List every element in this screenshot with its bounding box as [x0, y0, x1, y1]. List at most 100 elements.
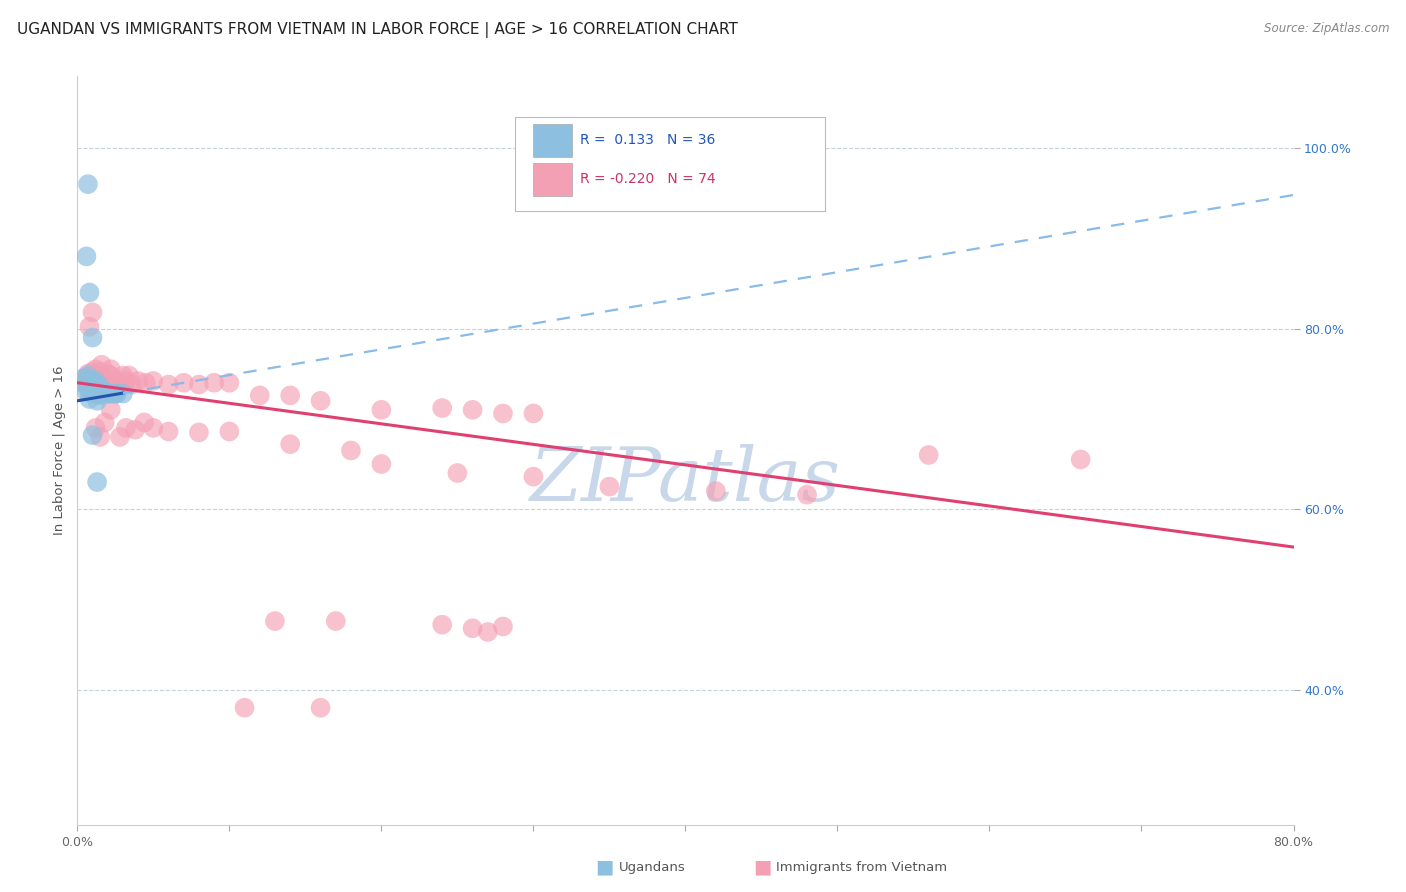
Text: Source: ZipAtlas.com: Source: ZipAtlas.com [1264, 22, 1389, 36]
Point [90, 358, 112, 372]
Point [91, 374, 114, 388]
Point [82, 384, 104, 399]
Point [100, 368, 122, 383]
Point [97, 386, 120, 401]
Point [796, 488, 818, 502]
Point [105, 386, 128, 401]
Text: R =  0.133   N = 36: R = 0.133 N = 36 [579, 133, 716, 147]
Y-axis label: In Labor Force | Age > 16: In Labor Force | Age > 16 [53, 366, 66, 535]
Text: ■: ■ [752, 857, 772, 877]
Point [97, 386, 120, 401]
Point [90, 386, 112, 401]
Point [80, 374, 103, 388]
Point [115, 421, 138, 435]
Point [75, 377, 97, 392]
Point [80, 384, 103, 399]
Point [77, 367, 100, 381]
Point [75, 249, 97, 263]
Point [104, 386, 127, 401]
Point [84, 421, 107, 435]
Point [87, 386, 110, 401]
Point [142, 421, 165, 435]
Point [100, 386, 122, 401]
Point [118, 368, 141, 383]
Point [461, 621, 484, 635]
Point [79, 319, 101, 334]
Point [72, 371, 94, 385]
Point [100, 402, 122, 417]
Point [142, 374, 165, 388]
Point [325, 614, 347, 628]
Text: UGANDAN VS IMMIGRANTS FROM VIETNAM IN LABOR FORCE | AGE > 16 CORRELATION CHART: UGANDAN VS IMMIGRANTS FROM VIETNAM IN LA… [17, 22, 738, 38]
Point [115, 374, 138, 388]
Point [430, 401, 453, 415]
Point [135, 376, 157, 390]
Point [249, 388, 271, 402]
Point [127, 374, 149, 388]
Point [309, 700, 332, 714]
Text: Immigrants from Vietnam: Immigrants from Vietnam [776, 861, 948, 873]
Point [93, 377, 115, 392]
Point [264, 614, 287, 628]
Text: R = -0.220   N = 74: R = -0.220 N = 74 [579, 172, 716, 186]
Point [202, 376, 225, 390]
Point [446, 466, 468, 480]
FancyBboxPatch shape [533, 162, 572, 195]
Point [108, 430, 131, 444]
Point [108, 377, 131, 392]
Point [86, 393, 108, 408]
Point [86, 475, 108, 489]
Point [82, 428, 104, 442]
Point [84, 362, 107, 376]
Point [233, 700, 256, 714]
Point [93, 416, 115, 430]
Point [84, 374, 107, 388]
Point [188, 425, 211, 440]
Point [157, 377, 180, 392]
Text: ■: ■ [595, 857, 614, 877]
Point [80, 376, 103, 390]
Point [82, 365, 104, 379]
Point [477, 624, 499, 639]
Point [340, 443, 363, 458]
Point [89, 430, 111, 444]
Point [111, 386, 134, 401]
Point [370, 402, 392, 417]
Text: ZIPatlas: ZIPatlas [530, 444, 841, 516]
Point [90, 368, 112, 383]
Point [77, 177, 100, 191]
Point [72, 376, 94, 390]
Point [91, 386, 114, 401]
Point [278, 388, 301, 402]
Point [86, 384, 108, 399]
Point [124, 423, 146, 437]
Point [1070, 452, 1092, 467]
Point [522, 407, 544, 421]
Point [90, 386, 112, 401]
Point [188, 377, 211, 392]
Point [79, 285, 101, 300]
Point [461, 402, 484, 417]
Point [173, 376, 195, 390]
Text: Ugandans: Ugandans [619, 861, 685, 873]
Point [89, 379, 111, 393]
Point [82, 330, 104, 344]
Point [430, 617, 453, 632]
Point [83, 368, 105, 383]
FancyBboxPatch shape [515, 117, 825, 211]
Point [75, 384, 97, 399]
Point [77, 379, 100, 393]
Point [89, 388, 111, 402]
Point [111, 368, 134, 383]
Point [79, 371, 101, 385]
Point [100, 362, 122, 376]
Point [82, 305, 104, 319]
Point [97, 367, 120, 381]
Point [134, 416, 156, 430]
Point [73, 371, 96, 385]
Point [492, 619, 515, 633]
Point [89, 365, 111, 379]
Point [105, 374, 128, 388]
FancyBboxPatch shape [533, 124, 572, 157]
Point [83, 379, 105, 393]
